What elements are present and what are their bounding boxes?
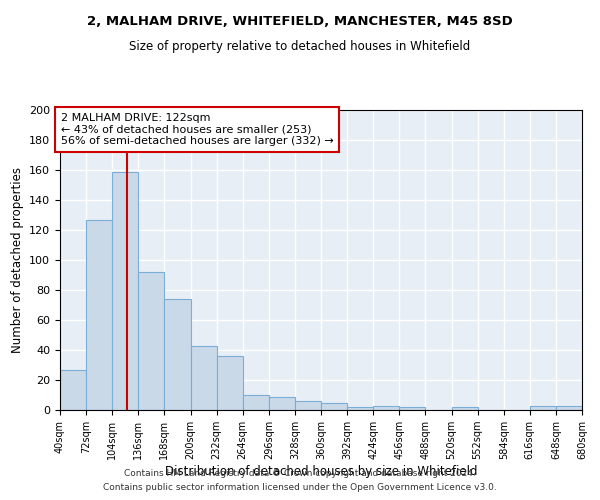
Bar [373,406,400,410]
Y-axis label: Number of detached properties: Number of detached properties [11,167,23,353]
Text: Size of property relative to detached houses in Whitefield: Size of property relative to detached ho… [130,40,470,53]
Bar [191,346,217,410]
Bar [86,220,112,410]
Text: Contains HM Land Registry data © Crown copyright and database right 2024.: Contains HM Land Registry data © Crown c… [124,468,476,477]
Bar [269,396,295,410]
Text: 2, MALHAM DRIVE, WHITEFIELD, MANCHESTER, M45 8SD: 2, MALHAM DRIVE, WHITEFIELD, MANCHESTER,… [87,15,513,28]
Bar [556,406,582,410]
Bar [295,401,321,410]
Text: 2 MALHAM DRIVE: 122sqm
← 43% of detached houses are smaller (253)
56% of semi-de: 2 MALHAM DRIVE: 122sqm ← 43% of detached… [61,113,334,146]
Bar [217,356,243,410]
Bar [321,402,347,410]
Bar [164,299,191,410]
Bar [452,407,478,410]
Text: Contains public sector information licensed under the Open Government Licence v3: Contains public sector information licen… [103,484,497,492]
Bar [530,406,556,410]
Bar [243,395,269,410]
X-axis label: Distribution of detached houses by size in Whitefield: Distribution of detached houses by size … [165,465,477,478]
Bar [60,370,86,410]
Bar [112,172,139,410]
Bar [347,407,373,410]
Bar [139,272,164,410]
Bar [400,407,425,410]
